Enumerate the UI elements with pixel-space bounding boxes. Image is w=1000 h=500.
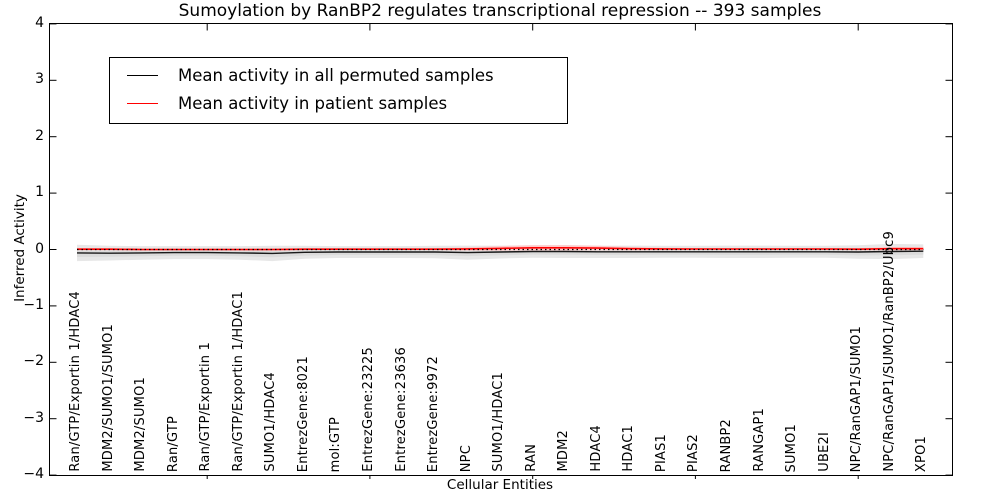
x-tick-label: EntrezGene:8021 [295, 355, 311, 472]
x-tick-label: mol:GTP [328, 416, 344, 472]
x-tick-label: Ran/GTP [165, 415, 181, 472]
x-tick-label: Ran/GTP/Exportin 1 [198, 342, 214, 472]
patient-line-swatch [127, 102, 158, 104]
axis-ticks [50, 23, 952, 479]
legend-entry-permuted: Mean activity in all permuted samples [110, 61, 567, 89]
x-tick-label: NPC/RanGAP1/SUMO1 [849, 325, 865, 472]
x-tick-label: MDM2/SUMO1 [133, 377, 149, 472]
legend-label: Mean activity in patient samples [178, 93, 448, 113]
legend: Mean activity in all permuted samples Me… [109, 57, 568, 124]
y-tick-label: −2 [23, 353, 44, 370]
x-tick-label: RAN [523, 444, 539, 472]
x-tick-label: UBE2I [816, 432, 832, 472]
x-tick-label: RANGAP1 [751, 408, 767, 472]
legend-entry-patient: Mean activity in patient samples [110, 89, 567, 117]
x-tick-label: SUMO1/HDAC4 [263, 372, 279, 472]
legend-label: Mean activity in all permuted samples [178, 65, 494, 85]
y-tick-label: 3 [35, 71, 44, 88]
x-tick-label: MDM2/SUMO1/SUMO1 [100, 324, 116, 472]
permuted-mean-line [76, 250, 924, 255]
x-tick-label: NPC [458, 444, 474, 472]
x-tick-label: SUMO1/HDAC1 [491, 372, 507, 472]
y-tick-label: 0 [35, 240, 44, 257]
plot-area: Mean activity in all permuted samples Me… [49, 23, 953, 479]
x-tick-label: NPC/RanGAP1/SUMO1/RanBP2/Ubc9 [881, 231, 897, 472]
x-tick-label: MDM2 [556, 430, 572, 472]
x-tick-label: EntrezGene:23636 [393, 347, 409, 472]
x-tick-label: EntrezGene:9972 [426, 355, 442, 472]
plot-canvas [50, 23, 952, 479]
x-tick-label: PIAS2 [686, 433, 702, 472]
x-axis-label: Cellular Entities [446, 477, 554, 493]
y-tick-label: 1 [35, 184, 44, 201]
chart-title: Sumoylation by RanBP2 regulates transcri… [178, 1, 822, 21]
x-tick-label: XPO1 [914, 435, 930, 472]
x-tick-label: Ran/GTP/Exportin 1/HDAC4 [68, 291, 83, 472]
x-tick-label: PIAS1 [653, 433, 669, 472]
y-tick-label: 2 [35, 127, 44, 144]
y-tick-label: 4 [35, 14, 44, 31]
x-tick-label: Ran/GTP/Exportin 1/HDAC1 [230, 291, 246, 472]
x-tick-label: HDAC1 [621, 425, 637, 472]
y-tick-label: −4 [23, 466, 44, 483]
x-tick-label: EntrezGene:23225 [360, 347, 376, 472]
permuted-line-swatch [127, 74, 158, 76]
x-tick-label: RANBP2 [719, 418, 734, 472]
y-tick-label: −1 [23, 296, 44, 313]
x-tick-label: SUMO1 [784, 423, 800, 473]
x-tick-label: HDAC4 [588, 425, 604, 472]
patient-mean-line [77, 247, 924, 251]
y-tick-label: −3 [23, 409, 44, 426]
